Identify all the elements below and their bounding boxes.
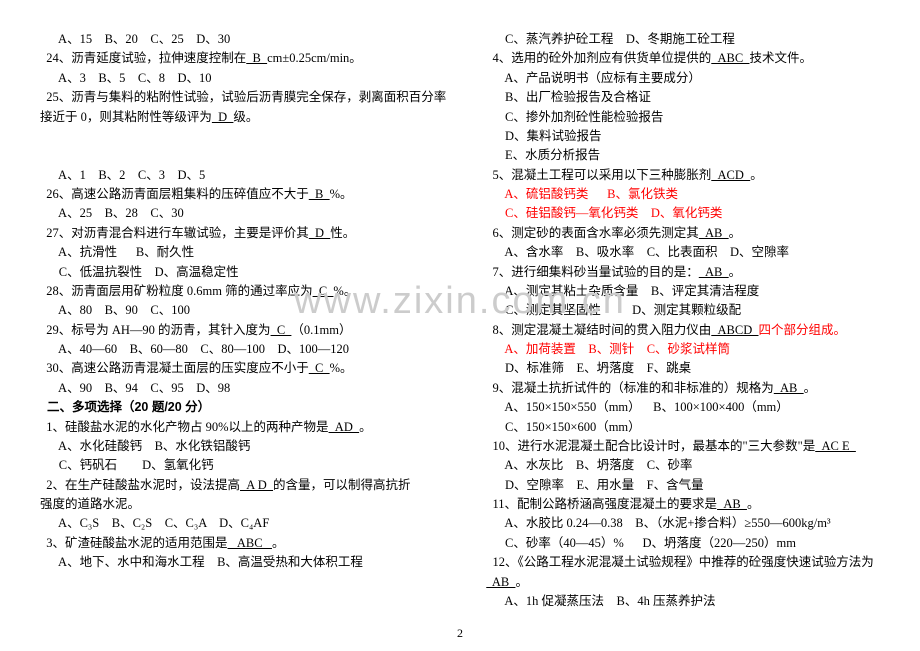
text-line: 二、多项选择（20 题/20 分） bbox=[40, 398, 446, 417]
text-line: A、80 B、90 C、100 bbox=[40, 301, 446, 320]
answer-blank: B bbox=[246, 51, 267, 65]
answer-blank: D bbox=[309, 226, 331, 240]
text-line: A、地下、水中和海水工程 B、高温受热和大体积工程 bbox=[40, 553, 446, 572]
page-number: 2 bbox=[457, 626, 463, 641]
text-line: A、150×150×550（mm） B、100×100×400（mm） bbox=[486, 398, 880, 417]
answer-blank: ACD bbox=[711, 168, 750, 182]
text-line: 28、沥青面层用矿粉粒度 0.6mm 筛的通过率应为 C %。 bbox=[40, 282, 446, 301]
answer-blank: AC E bbox=[815, 439, 856, 453]
text-line: 10、进行水泥混凝土配合比设计时，最基本的"三大参数"是 AC E bbox=[486, 437, 880, 456]
answer-blank: A D bbox=[240, 478, 273, 492]
text-line: A、40—60 B、60—80 C、80—100 D、100—120 bbox=[40, 340, 446, 359]
text-line: 11、配制公路桥涵高强度混凝土的要求是 AB 。 bbox=[486, 495, 880, 514]
text-line: 24、沥青延度试验，拉伸速度控制在 B cm±0.25cm/min。 bbox=[40, 49, 446, 68]
answer-blank: AB bbox=[774, 381, 804, 395]
answer-blank: AB bbox=[699, 226, 729, 240]
text-line: C、掺外加剂砼性能检验报告 bbox=[486, 108, 880, 127]
answer-blank: C bbox=[271, 323, 292, 337]
answer-blank: C bbox=[309, 361, 330, 375]
text-line: C、砂率（40—45）% D、坍落度（220—250）mm bbox=[486, 534, 880, 553]
text-line: 25、沥青与集料的粘附性试验，试验后沥青膜完全保存，剥离面积百分率 bbox=[40, 88, 446, 107]
text-line: A、15 B、20 C、25 D、30 bbox=[40, 30, 446, 49]
text-line: 12、《公路工程水泥混凝土试验规程》中推荐的砼强度快速试验方法为 bbox=[486, 553, 880, 572]
text-line: 接近于 0，则其粘附性等级评为 D 级。 bbox=[40, 108, 446, 127]
text-line: D、集料试验报告 bbox=[486, 127, 880, 146]
text-line: E、水质分析报告 bbox=[486, 146, 880, 165]
text-line: C、蒸汽养护砼工程 D、冬期施工砼工程 bbox=[486, 30, 880, 49]
text-line: 30、高速公路沥青混凝土面层的压实度应不小于 C %。 bbox=[40, 359, 446, 378]
text-line: A、1h 促凝蒸压法 B、4h 压蒸养护法 bbox=[486, 592, 880, 611]
text-line bbox=[40, 127, 446, 146]
text-line bbox=[40, 146, 446, 165]
text-line: C、测定其坚固性 D、测定其颗粒级配 bbox=[486, 301, 880, 320]
text-line: A、C₃S B、C₂S C、C₃A D、C₄AF bbox=[40, 514, 446, 533]
text-line: A、含水率 B、吸水率 C、比表面积 D、空隙率 bbox=[486, 243, 880, 262]
text-line: B、出厂检验报告及合格证 bbox=[486, 88, 880, 107]
text-line: 6、测定砂的表面含水率必须先测定其 AB 。 bbox=[486, 224, 880, 243]
text-line: 29、标号为 AH—90 的沥青，其针入度为 C （0.1mm） bbox=[40, 321, 446, 340]
left-column: A、15 B、20 C、25 D、30 24、沥青延度试验，拉伸速度控制在 B … bbox=[40, 30, 466, 631]
text-line: C、钙矾石 D、氢氧化钙 bbox=[40, 456, 446, 475]
text-line: D、标准筛 E、坍落度 F、跳桌 bbox=[486, 359, 880, 378]
text-line: 8、测定混凝土凝结时间的贯入阻力仪由 ABCD 四个部分组成。 bbox=[486, 321, 880, 340]
text-line: A、加荷装置 B、测针 C、砂浆试样筒 bbox=[486, 340, 880, 359]
text-line: 4、选用的砼外加剂应有供货单位提供的 ABC 技术文件。 bbox=[486, 49, 880, 68]
answer-blank: ABC bbox=[711, 51, 749, 65]
page: A、15 B、20 C、25 D、30 24、沥青延度试验，拉伸速度控制在 B … bbox=[0, 0, 920, 651]
answer-blank: AD bbox=[329, 420, 360, 434]
text-line: A、90 B、94 C、95 D、98 bbox=[40, 379, 446, 398]
text-line: 3、矿渣硅酸盐水泥的适用范围是 ABC 。 bbox=[40, 534, 446, 553]
answer-blank: AB bbox=[699, 265, 729, 279]
text-line: 2、在生产硅酸盐水泥时，设法提高 A D 的含量，可以制得高抗折 bbox=[40, 476, 446, 495]
text-line: 26、高速公路沥青面层粗集料的压碎值应不大于 B %。 bbox=[40, 185, 446, 204]
text-line: A、抗滑性 B、耐久性 bbox=[40, 243, 446, 262]
text-line: A、硫铝酸钙类 B、氯化铁类 bbox=[486, 185, 880, 204]
answer-blank: ABCD bbox=[711, 323, 758, 337]
text-line: A、水灰比 B、坍落度 C、砂率 bbox=[486, 456, 880, 475]
text-line: 1、硅酸盐水泥的水化产物占 90%以上的两种产物是 AD 。 bbox=[40, 418, 446, 437]
answer-blank: AB bbox=[717, 497, 747, 511]
answer-blank: ABC bbox=[228, 536, 272, 550]
text-line: C、150×150×600（mm） bbox=[486, 418, 880, 437]
text-line: A、水胶比 0.24—0.38 B、（水泥+掺合料）≥550—600kg/m³ bbox=[486, 514, 880, 533]
text-line: A、25 B、28 C、30 bbox=[40, 204, 446, 223]
text-line: 7、进行细集料砂当量试验的目的是： AB 。 bbox=[486, 263, 880, 282]
text-line: A、测定其粘土杂质含量 B、评定其清洁程度 bbox=[486, 282, 880, 301]
text-line: A、水化硅酸钙 B、水化铁铝酸钙 bbox=[40, 437, 446, 456]
answer-blank: B bbox=[309, 187, 330, 201]
text-line: 27、对沥青混合料进行车辙试验，主要是评价其 D 性。 bbox=[40, 224, 446, 243]
text-line: A、3 B、5 C、8 D、10 bbox=[40, 69, 446, 88]
answer-blank: AB bbox=[486, 575, 515, 589]
text-line: 强度的道路水泥。 bbox=[40, 495, 446, 514]
text-line: A、1 B、2 C、3 D、5 bbox=[40, 166, 446, 185]
right-column: C、蒸汽养护砼工程 D、冬期施工砼工程 4、选用的砼外加剂应有供货单位提供的 A… bbox=[466, 30, 880, 631]
text-line: D、空隙率 E、用水量 F、含气量 bbox=[486, 476, 880, 495]
answer-blank: C bbox=[313, 284, 334, 298]
text-line: 9、混凝土抗折试件的（标准的和非标准的）规格为 AB 。 bbox=[486, 379, 880, 398]
text-line: C、硅铝酸钙—氧化钙类 D、氧化钙类 bbox=[486, 204, 880, 223]
text-line: A、产品说明书（应标有主要成分） bbox=[486, 69, 880, 88]
text-line: AB 。 bbox=[486, 573, 880, 592]
answer-blank: D bbox=[212, 110, 234, 124]
text-line: C、低温抗裂性 D、高温稳定性 bbox=[40, 263, 446, 282]
text-line: 5、混凝土工程可以采用以下三种膨胀剂 ACD 。 bbox=[486, 166, 880, 185]
